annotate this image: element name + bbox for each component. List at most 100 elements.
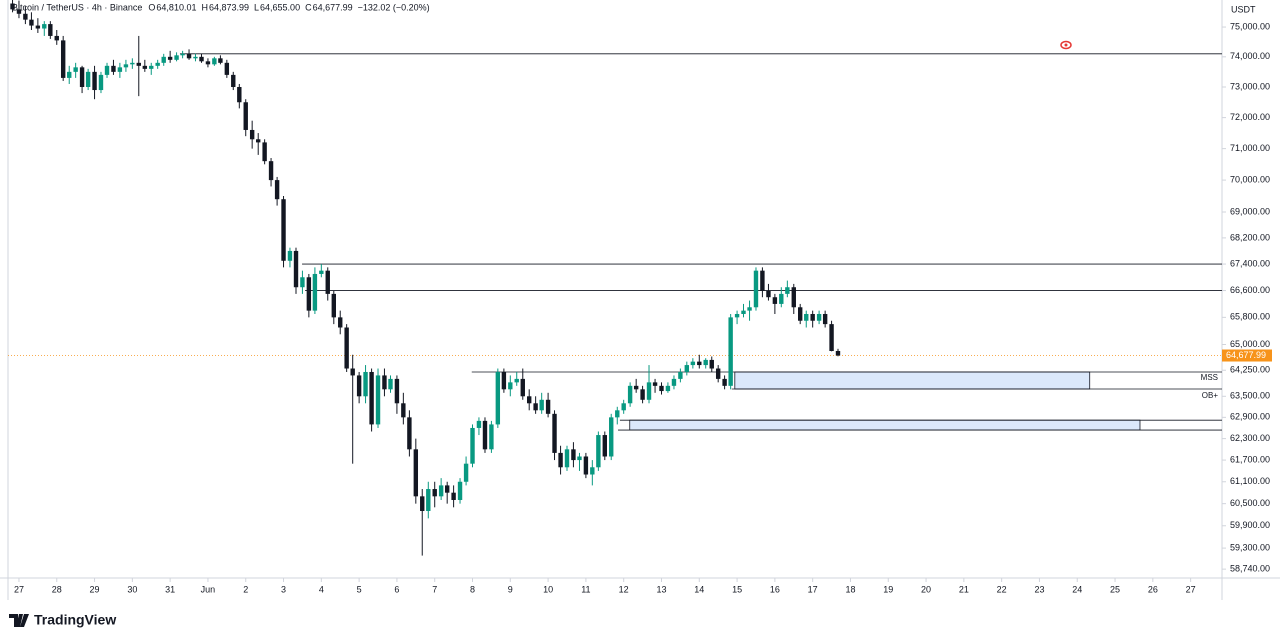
x-tick-label: 10 [543, 584, 553, 594]
candle-body [753, 270, 759, 308]
order-block [734, 371, 1091, 390]
candle-body [237, 87, 242, 103]
x-tick-label: 31 [165, 584, 175, 594]
candle-body [590, 467, 595, 475]
candle-body [741, 310, 746, 314]
candle-body [350, 368, 355, 376]
candle-body [489, 424, 494, 450]
candle-body [697, 361, 702, 366]
candle-body [274, 180, 280, 200]
candle-body [463, 463, 469, 482]
candle-body [835, 350, 841, 356]
candle-body [444, 485, 450, 493]
x-tick-label: Jun [201, 584, 216, 594]
candle-body [167, 56, 173, 60]
candle-body [73, 67, 78, 72]
y-tick-label: 75,000.00 [1230, 21, 1270, 31]
x-tick-label: 7 [432, 584, 437, 594]
candle-body [161, 56, 166, 63]
candle-body [457, 481, 463, 500]
candle-body [785, 287, 790, 294]
candle-body [571, 449, 576, 461]
candle-body [29, 19, 34, 26]
y-tick-label: 72,000.00 [1230, 112, 1270, 122]
candle-body [709, 359, 714, 369]
candle-body [816, 313, 822, 321]
candle-body [438, 485, 444, 497]
candle-body [262, 142, 267, 162]
candle-body [35, 25, 41, 29]
x-tick-label: 9 [508, 584, 513, 594]
legend-key: C [305, 2, 312, 12]
y-tick-label: 59,900.00 [1230, 520, 1270, 530]
candle-body [331, 293, 336, 318]
candle-body [766, 290, 771, 298]
x-tick-label: 27 [14, 584, 24, 594]
candle-body [552, 413, 557, 453]
candle-body [646, 382, 652, 400]
candle-body [48, 24, 53, 36]
candle-body [130, 62, 135, 65]
y-tick-label: 60,500.00 [1230, 498, 1270, 508]
candle-body [155, 62, 160, 66]
candle-body [293, 250, 299, 288]
candle-body [797, 307, 803, 321]
y-tick-label: 70,000.00 [1230, 174, 1270, 184]
candle-body [42, 24, 47, 29]
candle-body [671, 378, 677, 386]
x-tick-label: 13 [656, 584, 666, 594]
x-tick-label: 2 [243, 584, 248, 594]
candle-body [690, 361, 696, 366]
y-tick-label: 71,000.00 [1230, 143, 1270, 153]
candle-body [533, 403, 538, 411]
candle-body [338, 317, 343, 328]
candle-body [300, 277, 305, 288]
candle-body [577, 456, 582, 461]
candle-body [678, 371, 683, 379]
x-tick-label: 16 [770, 584, 780, 594]
candle-body [85, 71, 91, 88]
candle-body [306, 277, 312, 311]
candle-body [287, 250, 293, 261]
x-tick-label: 14 [694, 584, 704, 594]
candle-body [558, 452, 563, 468]
candle-body [476, 420, 482, 428]
last-price-box [1222, 349, 1272, 362]
y-tick-label: 65,000.00 [1230, 339, 1270, 349]
candle-body [703, 359, 708, 366]
candle-body [722, 378, 727, 386]
candle-body [231, 74, 236, 88]
candle-body [779, 293, 784, 304]
candle-body [627, 385, 633, 404]
candle-body [212, 58, 217, 65]
x-tick-label: 28 [52, 584, 62, 594]
candle-body [545, 399, 551, 414]
candle-body [652, 382, 658, 386]
candle-body [633, 385, 639, 390]
candle-body [281, 199, 286, 261]
y-tick-label: 74,000.00 [1230, 51, 1270, 61]
candle-body [426, 489, 431, 511]
candle-body [363, 371, 368, 397]
y-tick-label: 62,300.00 [1230, 433, 1270, 443]
candle-body [199, 56, 204, 62]
y-tick-label: 61,100.00 [1230, 476, 1270, 486]
legend-key: L [254, 2, 259, 12]
symbol-title: Bitcoin / TetherUS · 4h · Binance [12, 2, 142, 12]
candle-body [193, 56, 198, 59]
x-tick-label: 21 [959, 584, 969, 594]
candle-body [747, 307, 752, 311]
y-tick-label: 67,400.00 [1230, 258, 1270, 268]
brand-logo[interactable]: TradingView [9, 612, 116, 628]
candle-body [111, 65, 116, 72]
candle-body [344, 327, 349, 369]
candle-body [205, 61, 211, 65]
y-tick-label: 69,000.00 [1230, 206, 1270, 216]
candle-body [640, 389, 645, 400]
candle-body [583, 456, 589, 475]
candle-body [470, 427, 475, 464]
alert-icon[interactable] [1060, 40, 1072, 50]
candle-body [665, 385, 671, 392]
x-tick-label: 27 [1186, 584, 1196, 594]
